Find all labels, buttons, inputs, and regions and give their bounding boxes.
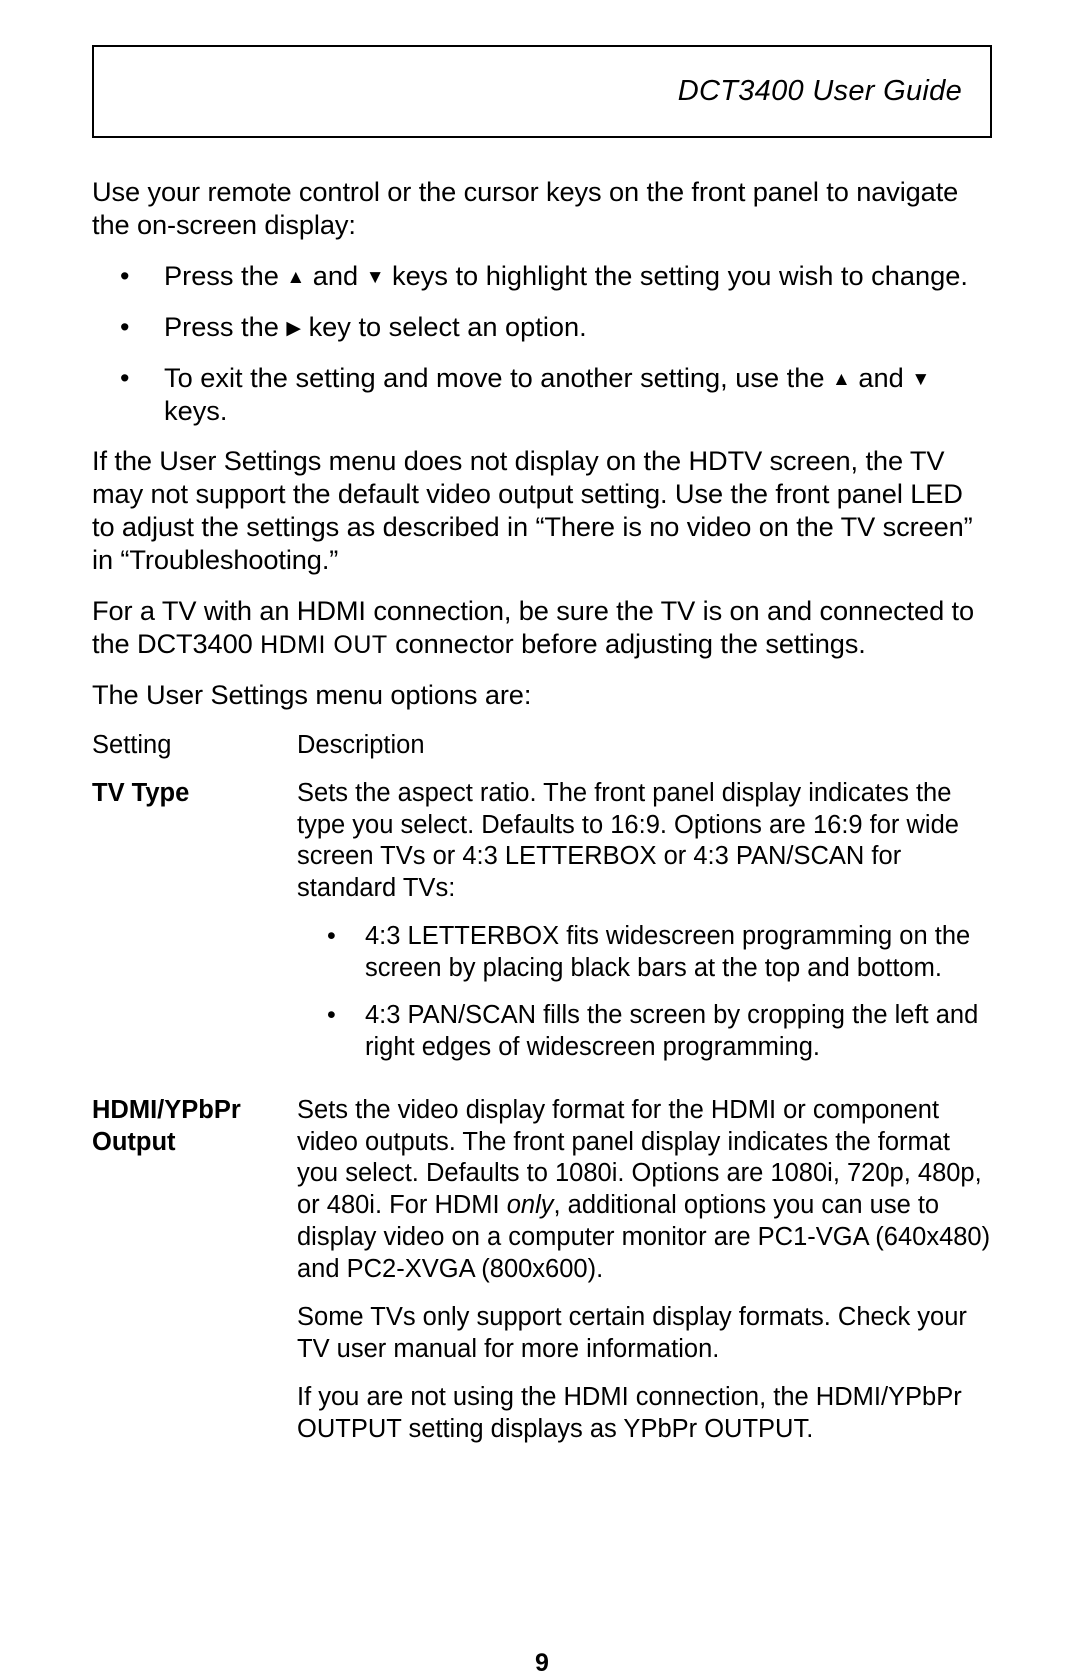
hdmi-description: Sets the video display format for the HD… — [297, 1095, 992, 1462]
instruction-item: To exit the setting and move to another … — [92, 362, 992, 428]
hdmi-out-smallcaps: HDMI OUT — [260, 631, 388, 659]
down-arrow-icon: ▼ — [366, 267, 385, 288]
tvtype-label: TV Type — [92, 778, 297, 810]
list-item: 4:3 PAN/SCAN fills the screen by croppin… — [297, 1000, 992, 1064]
table-header-row: Setting Description — [92, 730, 992, 762]
troubleshoot-paragraph: If the User Settings menu does not displ… — [92, 445, 992, 577]
up-arrow-icon: ▲ — [286, 267, 305, 288]
intro-paragraph: Use your remote control or the cursor ke… — [92, 176, 992, 242]
list-item: 4:3 LETTERBOX fits widescreen programmin… — [297, 921, 992, 985]
instruction-item: Press the ▲ and ▼ keys to highlight the … — [92, 260, 992, 293]
tvtype-description: Sets the aspect ratio. The front panel d… — [297, 778, 992, 1079]
instruction-list: Press the ▲ and ▼ keys to highlight the … — [92, 260, 992, 428]
table-row-hdmi: HDMI/YPbPr Output Sets the video display… — [92, 1095, 992, 1462]
header-box: DCT3400 User Guide — [92, 45, 992, 138]
settings-table: Setting Description TV Type Sets the asp… — [92, 730, 992, 1462]
options-intro: The User Settings menu options are: — [92, 679, 992, 712]
tvtype-options-list: 4:3 LETTERBOX fits widescreen programmin… — [297, 921, 992, 1064]
page-number: 9 — [92, 1649, 992, 1678]
right-arrow-icon: ▶ — [286, 318, 301, 339]
down-arrow-icon: ▼ — [911, 369, 930, 390]
instruction-item: Press the ▶ key to select an option. — [92, 311, 992, 344]
hdmi-label: HDMI/YPbPr Output — [92, 1095, 297, 1159]
header-setting: Setting — [92, 730, 297, 762]
header-description: Description — [297, 730, 992, 762]
doc-title: DCT3400 User Guide — [678, 75, 962, 107]
table-row-tvtype: TV Type Sets the aspect ratio. The front… — [92, 778, 992, 1079]
hdmi-note-paragraph: For a TV with an HDMI connection, be sur… — [92, 595, 992, 661]
up-arrow-icon: ▲ — [832, 369, 851, 390]
